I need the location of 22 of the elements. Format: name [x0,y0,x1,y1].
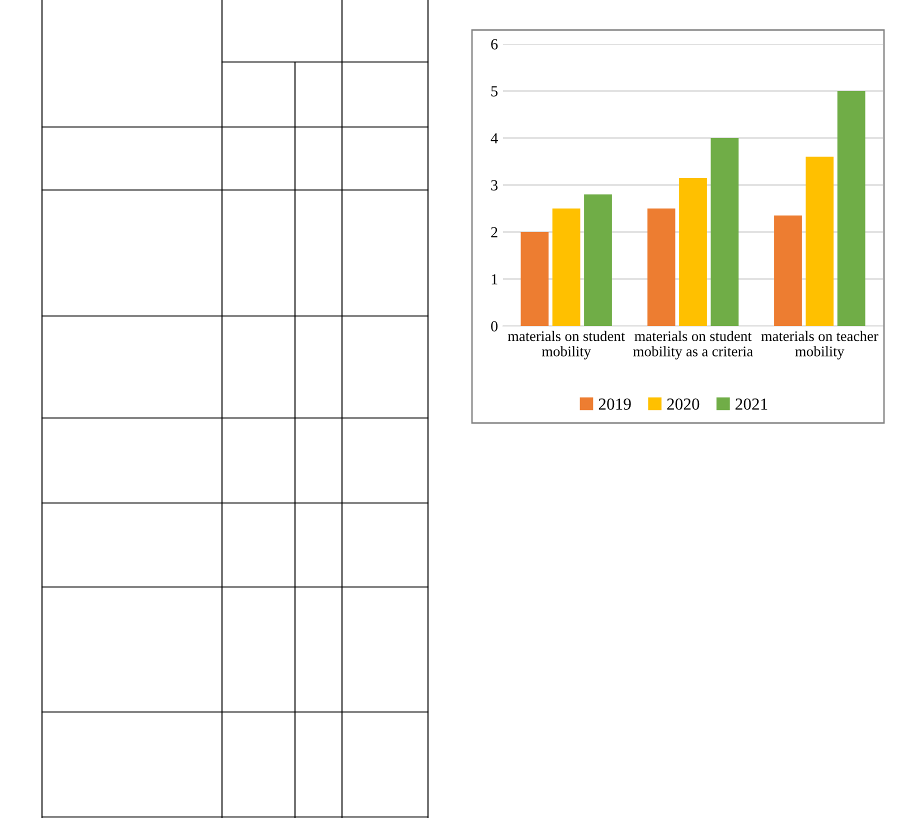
x-tick-label: materials on student mobility [508,330,625,360]
y-tick-label: 6 [491,39,498,50]
y-tick-label: 4 [490,133,498,144]
legend-label: 2021 [736,398,768,410]
y-tick-label: 0 [491,321,498,332]
bar [520,232,549,326]
y-tick-label: 2 [491,227,498,238]
bar [584,194,612,326]
bar [679,178,707,326]
y-tick-label: 5 [491,86,498,96]
bar [774,216,802,326]
bar [552,208,580,326]
x-tick-label: materials on student mobility as a criteria [633,330,753,360]
legend-label: 2020 [667,398,700,410]
legend-label: 2019 [598,398,631,410]
bar [806,156,834,326]
x-tick-label: materials on teacher mobility [761,330,878,360]
y-tick-label: 1 [492,274,498,284]
y-tick-label: 3 [491,180,498,190]
bar [710,138,739,326]
bar [837,91,866,326]
bar [647,208,676,326]
